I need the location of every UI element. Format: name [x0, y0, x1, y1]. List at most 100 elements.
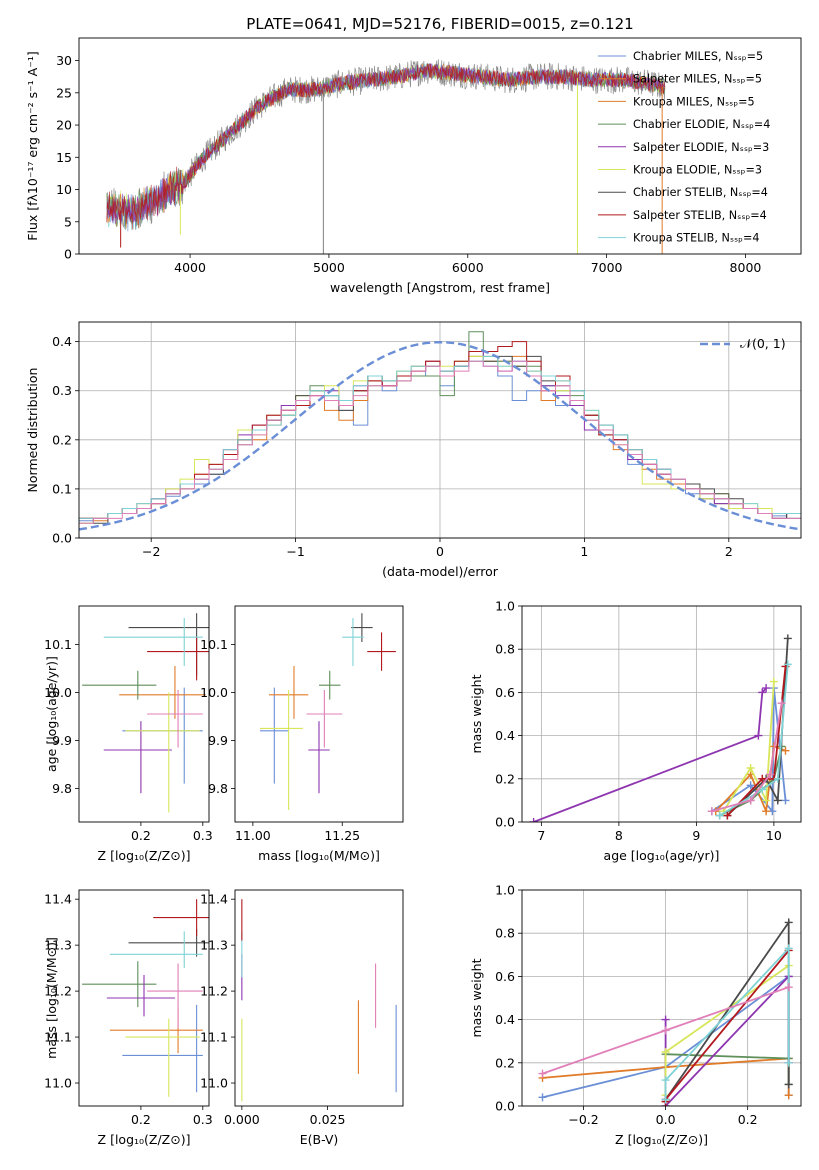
legend-label: Kroupa MILES, Nₛₛₚ=5	[633, 95, 755, 108]
x-tick-label: 4000	[174, 260, 206, 275]
x-tick-label: 8	[615, 828, 623, 843]
x-tick-label: −2	[142, 544, 160, 559]
x-axis-label: wavelength [Angstrom, rest frame]	[330, 280, 550, 295]
plot-body	[241, 899, 397, 1102]
x-tick-label: 10	[766, 828, 782, 843]
x-tick-label: 0.025	[310, 1112, 346, 1127]
legend-label: Salpeter ELODIE, Nₛₛₚ=3	[633, 141, 769, 154]
weight-line	[664, 949, 790, 1102]
y-tick-label: 0.6	[495, 685, 515, 700]
age-vs-mass-panel: 11.00 11.25 9.8 9.9 10.0 10.1 mass [log₁₀(M/M⊙…	[200, 605, 404, 863]
weight-marker	[754, 731, 763, 740]
x-tick-label: 0.3	[193, 828, 213, 843]
plot-body	[82, 899, 209, 1097]
axes-frame	[234, 605, 404, 823]
x-axis-label: Z [log₁₀(Z/Z⊙)]	[98, 1132, 191, 1147]
y-tick-label: 9.9	[52, 733, 72, 748]
y-tick-label: 10.0	[44, 685, 72, 700]
weight-marker	[746, 796, 755, 805]
axes-frame	[78, 37, 802, 255]
spectrum-line	[106, 63, 666, 230]
weight-marker	[784, 1080, 793, 1089]
y-tick-label: 0.6	[495, 969, 515, 984]
y-tick-label: 0.3	[52, 383, 72, 398]
x-axis-label: age [log₁₀(age/yr)]	[604, 848, 720, 863]
y-tick-label: 11.2	[44, 984, 72, 999]
legend-label: Chabrier MILES, Nₛₛₚ=5	[633, 50, 763, 63]
y-tick-label: 11.1	[44, 1030, 72, 1045]
weight-line	[533, 687, 767, 822]
weight-marker	[529, 818, 538, 822]
legend-label: Kroupa ELODIE, Nₛₛₚ=3	[633, 164, 762, 177]
legend-label: Salpeter MILES, Nₛₛₚ=5	[633, 73, 762, 86]
y-tick-label: 9.8	[208, 781, 228, 796]
y-tick-label: 10.1	[200, 637, 228, 652]
x-tick-label: 0.2	[738, 1112, 758, 1127]
weight-marker	[784, 1091, 793, 1100]
weight-marker	[783, 634, 792, 643]
x-axis-label: Z [log₁₀(Z/Z⊙)]	[615, 1132, 708, 1147]
y-tick-label: 11.3	[200, 938, 228, 953]
x-tick-label: 7000	[591, 260, 623, 275]
x-tick-label: 9	[692, 828, 700, 843]
weight-marker	[766, 770, 774, 779]
weight-marker	[661, 1026, 670, 1035]
y-tick-label: 11.3	[44, 938, 72, 953]
y-tick-label: 10	[56, 182, 72, 197]
mass-weight-vs-age-panel: 7 8 9 10 0.0 0.2 0.4 0.6 0.8 1.0 age [log₁₀(age/yr…	[469, 599, 802, 863]
x-axis-label: E(B-V)	[300, 1132, 339, 1147]
legend-label: Chabrier STELIB, Nₛₛₚ=4	[633, 186, 768, 199]
weight-marker	[769, 677, 778, 686]
y-tick-label: 9.8	[52, 781, 72, 796]
y-tick-label: 5	[64, 214, 72, 229]
weight-line	[664, 974, 790, 1106]
y-tick-label: 11.4	[200, 892, 228, 907]
plot-body	[260, 613, 396, 810]
legend-label: Salpeter STELIB, Nₛₛₚ=4	[633, 209, 767, 222]
legend-label: Kroupa STELIB, Nₛₛₚ=4	[633, 232, 759, 245]
weight-marker	[538, 1093, 547, 1102]
y-tick-label: 0.2	[52, 432, 72, 447]
axes-frame	[521, 605, 802, 823]
weight-marker	[661, 1076, 670, 1085]
weight-marker	[661, 1095, 670, 1104]
y-tick-label: 1.0	[495, 883, 515, 898]
x-tick-label: 0.3	[193, 1112, 213, 1127]
weight-marker	[723, 811, 732, 820]
weight-marker	[784, 918, 793, 927]
weight-marker	[784, 944, 793, 953]
plot-body	[79, 331, 801, 538]
plot-body	[106, 59, 666, 254]
x-tick-label: 0.2	[131, 828, 151, 843]
axes-frame	[78, 605, 210, 823]
mass-vs-ebv-panel: 0.000 0.025 11.0 11.1 11.2 11.3 11.4 E(B-V)	[200, 889, 404, 1147]
x-tick-label: 0.0	[656, 1112, 676, 1127]
spectrum-panel: 4000 5000 6000 7000 8000 0 5 10 15 20 25 30 waveleng…	[25, 37, 802, 295]
y-tick-label: 10.0	[200, 685, 228, 700]
x-tick-label: −0.2	[568, 1112, 598, 1127]
x-tick-label: 2	[725, 544, 733, 559]
weight-marker	[758, 688, 767, 697]
y-axis-label: Flux [fλ10⁻¹⁷ erg cm⁻² s⁻¹ A⁻¹]	[25, 51, 40, 240]
axes-frame	[521, 889, 802, 1107]
y-tick-label: 25	[56, 85, 72, 100]
axes-frame	[78, 321, 802, 539]
weight-marker	[762, 796, 771, 805]
weight-marker	[707, 807, 716, 816]
age-vs-metallicity-panel: 0.2 0.3 9.8 9.9 10.0 10.1 Z [log₁₀(Z/Z⊙)] age […	[44, 605, 213, 863]
weight-line	[664, 946, 790, 1100]
weight-marker	[781, 796, 790, 805]
x-tick-label: 0.000	[224, 1112, 260, 1127]
y-tick-label: 1.0	[495, 599, 515, 614]
y-axis-label: Normed distribution	[25, 368, 40, 493]
axes-frame	[78, 889, 210, 1107]
y-tick-label: 15	[56, 150, 72, 165]
weight-marker	[784, 983, 793, 992]
y-tick-label: 0.8	[495, 642, 515, 657]
weight-marker	[783, 660, 792, 669]
weight-marker	[715, 811, 724, 820]
y-tick-label: 11.1	[200, 1030, 228, 1045]
residual-histogram-panel: −2 −1 0 1 2 0.0 0.1 0.2 0.3 0.4 (data-model)/error…	[25, 321, 802, 579]
figure-title: PLATE=0641, MJD=52176, FIBERID=0015, z=0…	[246, 15, 633, 33]
y-axis-label: mass weight	[469, 958, 484, 1037]
